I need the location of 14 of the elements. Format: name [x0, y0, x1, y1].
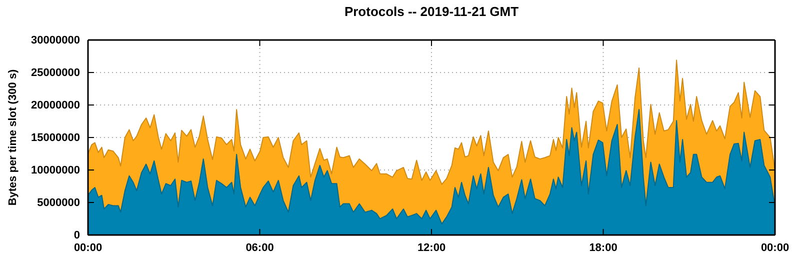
y-tick-label: 25000000	[31, 67, 80, 80]
x-tick-label: 12:00	[417, 242, 446, 254]
y-tick-label: 20000000	[31, 100, 80, 112]
y-axis-title: Bytes per time slot (300 s)	[7, 69, 19, 206]
x-tick-label: 06:00	[246, 242, 274, 254]
y-tick-label: 10000000	[31, 164, 80, 177]
x-tick-label: 00:00	[74, 242, 102, 254]
y-tick-label: 30000000	[31, 34, 80, 47]
y-tick-label: 15000000	[31, 132, 80, 144]
chart-title: Protocols -- 2019-11-21 GMT	[344, 4, 519, 19]
y-tick-label: 0	[74, 230, 80, 242]
x-tick-label: 00:00	[760, 242, 790, 254]
y-tick-label: 5000000	[37, 197, 80, 210]
x-tick-label: 18:00	[589, 242, 618, 254]
